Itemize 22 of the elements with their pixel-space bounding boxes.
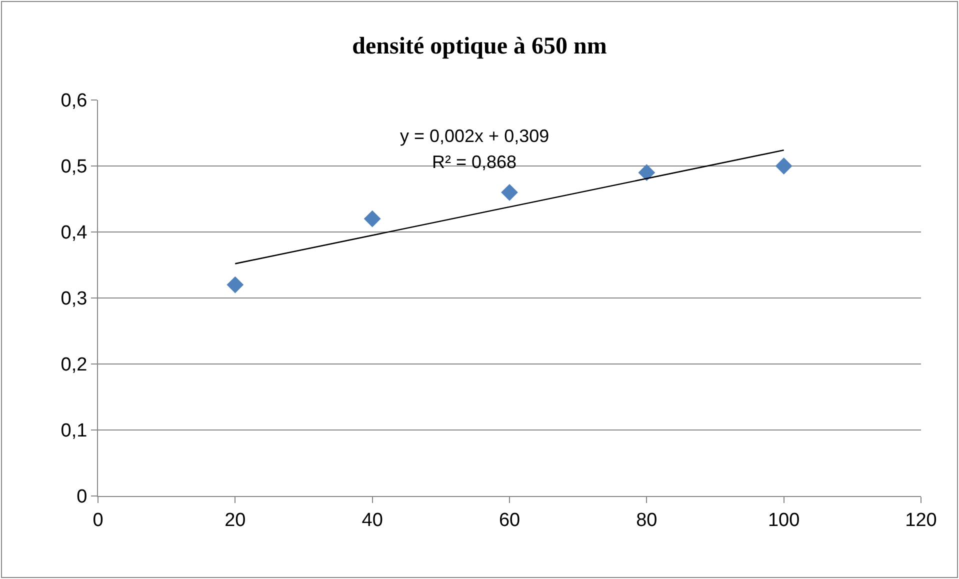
x-tick-label: 40: [362, 510, 383, 531]
annotation: y = 0,002x + 0,309: [400, 126, 550, 146]
x-tick-label: 60: [498, 510, 520, 531]
x-tick-label: 0: [92, 510, 104, 531]
y-tick-label: 0,4: [60, 222, 88, 244]
chart-title: densité optique à 650 nm: [352, 33, 607, 60]
x-tick-label: 20: [224, 510, 246, 531]
point: [501, 184, 518, 201]
y-tick-label: 0: [76, 486, 88, 508]
x-tick-label: 80: [636, 510, 658, 531]
point: [226, 276, 244, 294]
point: [364, 210, 381, 228]
y-tick-label: 0,2: [60, 354, 88, 376]
y-tick-label: 0,5: [60, 156, 88, 178]
y-tick-label: 0,6: [60, 90, 88, 112]
point: [775, 158, 792, 174]
point: [638, 164, 656, 182]
y-tick-label: 0,1: [60, 420, 88, 442]
annotation: R² = 0,868: [432, 152, 517, 172]
y-tick-label: 0,3: [60, 288, 88, 310]
x-tick-label: 100: [768, 510, 800, 531]
x-tick-label: 120: [905, 510, 937, 531]
